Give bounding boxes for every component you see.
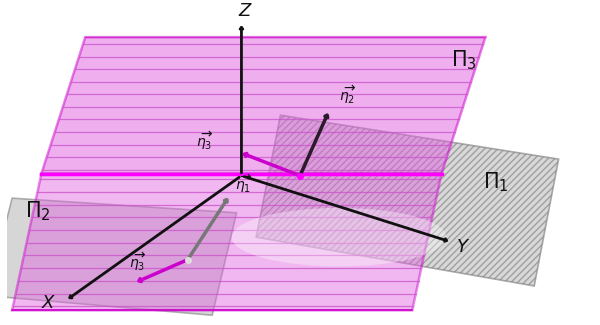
Ellipse shape [232,208,446,266]
Text: $\overrightarrow{\eta_1}$: $\overrightarrow{\eta_1}$ [235,173,251,195]
Text: $\overrightarrow{\eta_2}$: $\overrightarrow{\eta_2}$ [339,83,356,106]
Polygon shape [41,37,485,174]
Text: $\Pi_2$: $\Pi_2$ [25,200,50,223]
Text: $\Pi_3$: $\Pi_3$ [451,48,477,72]
Polygon shape [256,115,559,286]
Text: $Y$: $Y$ [456,238,470,256]
Text: $\Pi_1$: $\Pi_1$ [484,170,509,194]
Polygon shape [0,198,236,315]
Text: $\overrightarrow{\eta_3}$: $\overrightarrow{\eta_3}$ [129,251,146,273]
Text: $X$: $X$ [41,294,56,312]
Text: $\overrightarrow{\eta_3}$: $\overrightarrow{\eta_3}$ [196,130,212,152]
Polygon shape [12,174,442,310]
Text: $Z$: $Z$ [238,2,253,20]
